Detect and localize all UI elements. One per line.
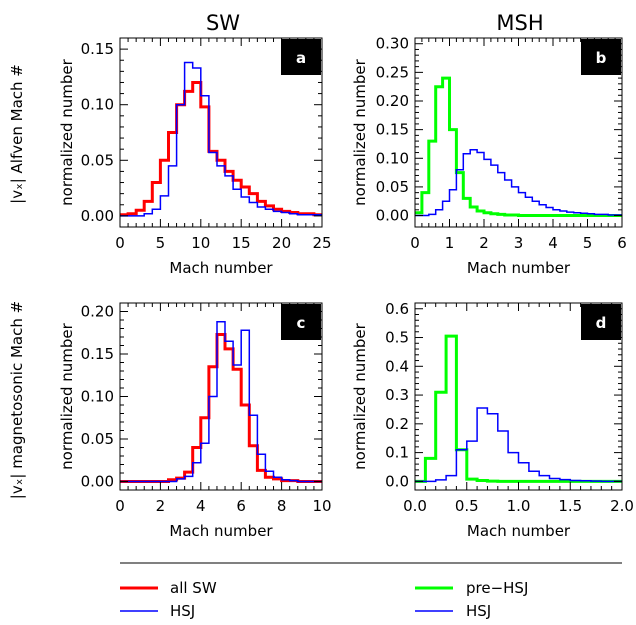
x-tick-label: 1: [445, 234, 455, 252]
panel-badge-letter: a: [296, 49, 306, 67]
x-tick-label: 10: [312, 497, 331, 515]
panel-badge-letter: b: [596, 49, 607, 67]
x-tick-label: 0.0: [403, 497, 427, 515]
series-hsj-c: [120, 320, 322, 483]
x-axis-label: Mach number: [169, 259, 273, 277]
y-tick-label: 0.3: [385, 386, 409, 404]
y-tick-label: 0.30: [376, 35, 409, 53]
y-tick-label: 0.20: [81, 303, 114, 321]
panel-a: 0 5 10 15 20 25 0.00 0.05 0.10 0.15 Mach number nor…: [58, 37, 332, 277]
y-tick-label: 0.4: [385, 357, 409, 375]
x-tick-label: 2.0: [610, 497, 634, 515]
y-tick-label: 0.0: [385, 472, 409, 490]
panel-d: 0.0 0.5 1.0 1.5 2.0 0.0 0.1 0.2 0.3 0.4 0.5 0.6 Mach…: [351, 300, 634, 540]
y-tick-label: 0.15: [376, 121, 409, 139]
x-tick-label: 5: [583, 234, 593, 252]
y-tick-label: 0.10: [81, 96, 114, 114]
x-tick-label: 0.5: [455, 497, 479, 515]
x-tick-label: 5: [156, 234, 166, 252]
x-tick-label: 8: [277, 497, 287, 515]
x-tick-label: 3: [514, 234, 524, 252]
x-tick-label: 20: [272, 234, 291, 252]
x-axis-label: Mach number: [169, 522, 273, 540]
y-tick-label: 0.15: [81, 40, 114, 58]
series-pre-hsj-d: [415, 334, 622, 483]
series-all-sw-a: [120, 81, 322, 217]
y-tick-label: 0.1: [385, 444, 409, 462]
panel-badge: [281, 39, 321, 75]
y-tick-label: 0.6: [385, 300, 409, 318]
series-hsj-a: [120, 61, 322, 217]
row-label-magnetosonic: |vₓ| magnetosonic Mach #: [8, 301, 26, 499]
row-label-alfven: |vₓ| Alfven Mach #: [8, 64, 26, 204]
y-tick-label: 0.5: [385, 329, 409, 347]
panel-badge: [581, 304, 621, 340]
y-tick-label: 0.05: [81, 151, 114, 169]
panel-b: 0 1 2 3 4 5 6 0.00 0.05 0.10 0.15 0.20 0.25 0.30 Mach …: [351, 35, 627, 277]
x-tick-label: 15: [232, 234, 251, 252]
x-tick-label: 1.0: [507, 497, 531, 515]
y-tick-label: 0.00: [81, 207, 114, 225]
column-title-msh: MSH: [496, 11, 543, 35]
y-tick-label: 0.05: [376, 178, 409, 196]
panel-badge: [281, 304, 321, 340]
y-axis-label: normalized number: [58, 58, 76, 205]
series-hsj-b: [415, 148, 622, 217]
y-tick-label: 0.05: [81, 430, 114, 448]
x-tick-label: 4: [196, 497, 206, 515]
y-tick-label: 0.25: [376, 63, 409, 81]
y-tick-label: 0.00: [376, 207, 409, 225]
x-tick-label: 25: [312, 234, 331, 252]
x-tick-label: 4: [548, 234, 558, 252]
y-tick-label: 0.15: [81, 345, 114, 363]
x-tick-label: 0: [115, 497, 125, 515]
x-tick-label: 0: [410, 234, 420, 252]
x-tick-label: 2: [479, 234, 489, 252]
panel-c: 0 2 4 6 8 10 0.00 0.05 0.10 0.15 0.20 Mach number no…: [58, 302, 332, 540]
y-tick-label: 0.10: [376, 149, 409, 167]
x-tick-label: 6: [236, 497, 246, 515]
x-axis-label: Mach number: [467, 522, 571, 540]
y-axis-label: normalized number: [351, 322, 369, 469]
y-tick-label: 0.00: [81, 473, 114, 491]
y-tick-label: 0.20: [376, 92, 409, 110]
column-title-sw: SW: [206, 11, 240, 35]
series-hsj-d: [415, 407, 622, 483]
y-axis-label: normalized number: [351, 58, 369, 205]
legend: all SW HSJ pre−HSJ HSJ: [120, 562, 622, 620]
panel-badge: [581, 39, 621, 75]
series-all-sw-c: [120, 333, 322, 483]
y-axis-label: normalized number: [58, 322, 76, 469]
x-tick-label: 10: [191, 234, 210, 252]
x-axis-label: Mach number: [467, 259, 571, 277]
panel-badge-letter: d: [596, 314, 607, 332]
legend-label-all-sw: all SW: [170, 579, 217, 597]
plot-frame-a: [119, 37, 323, 228]
x-tick-label: 6: [617, 234, 627, 252]
panel-badge-letter: c: [297, 314, 306, 332]
legend-label-hsj-left: HSJ: [170, 602, 195, 620]
legend-label-hsj-right: HSJ: [466, 602, 491, 620]
series-pre-hsj-b: [415, 76, 622, 217]
x-tick-label: 0: [115, 234, 125, 252]
y-tick-label: 0.10: [81, 388, 114, 406]
legend-label-pre-hsj: pre−HSJ: [466, 579, 528, 597]
y-tick-label: 0.2: [385, 415, 409, 433]
x-tick-label: 2: [156, 497, 166, 515]
x-tick-label: 1.5: [558, 497, 582, 515]
